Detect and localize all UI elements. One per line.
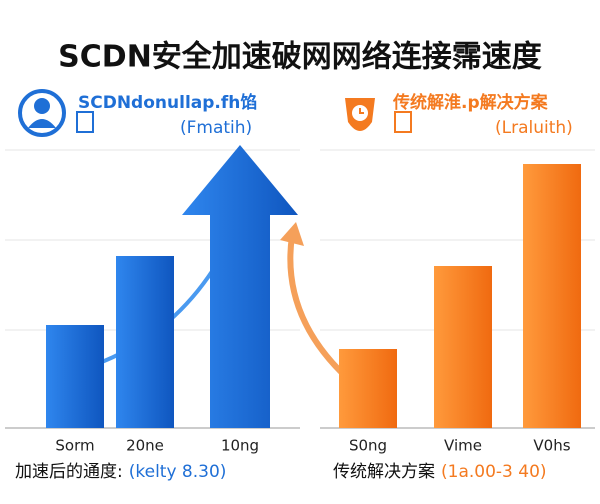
caption-value: (1a.00-3 40) <box>441 462 547 482</box>
x-tick-label: Sorm <box>55 437 94 455</box>
icon-user <box>18 89 94 137</box>
panel-subtitle: (Fmatih) <box>180 118 252 138</box>
panel-title: SCDNdonullap.fh馅 <box>78 92 257 113</box>
caption-label: 加速后的通度: <box>15 462 123 482</box>
page-title: SCDN安全加速破网网络连接霈速度 <box>58 40 542 75</box>
x-tick-label: V0hs <box>533 437 570 455</box>
bar <box>339 349 397 428</box>
x-tick-label: 20ne <box>126 437 164 455</box>
caption-value: (kelty 8.30) <box>129 462 227 482</box>
icon-clock <box>345 98 412 133</box>
bar <box>523 164 581 428</box>
x-tick-label: 10ng <box>221 437 259 455</box>
panel-title: 传统解淮.p解决方案 <box>392 92 549 113</box>
bar <box>116 256 174 428</box>
x-tick-label: S0ng <box>349 437 387 455</box>
caption: 传统解决方案 (1a.00-3 40) <box>333 462 547 482</box>
arrow-bar <box>182 145 298 428</box>
caption-label: 传统解决方案 <box>333 462 435 482</box>
bar <box>434 266 492 428</box>
trend-arrow <box>287 235 357 388</box>
caption: 加速后的通度: (kelty 8.30) <box>15 462 226 482</box>
panel-subtitle: (Lraluith) <box>495 118 573 138</box>
bar <box>46 325 104 428</box>
arrow-head <box>280 222 304 246</box>
x-tick-label: Vime <box>444 437 482 455</box>
